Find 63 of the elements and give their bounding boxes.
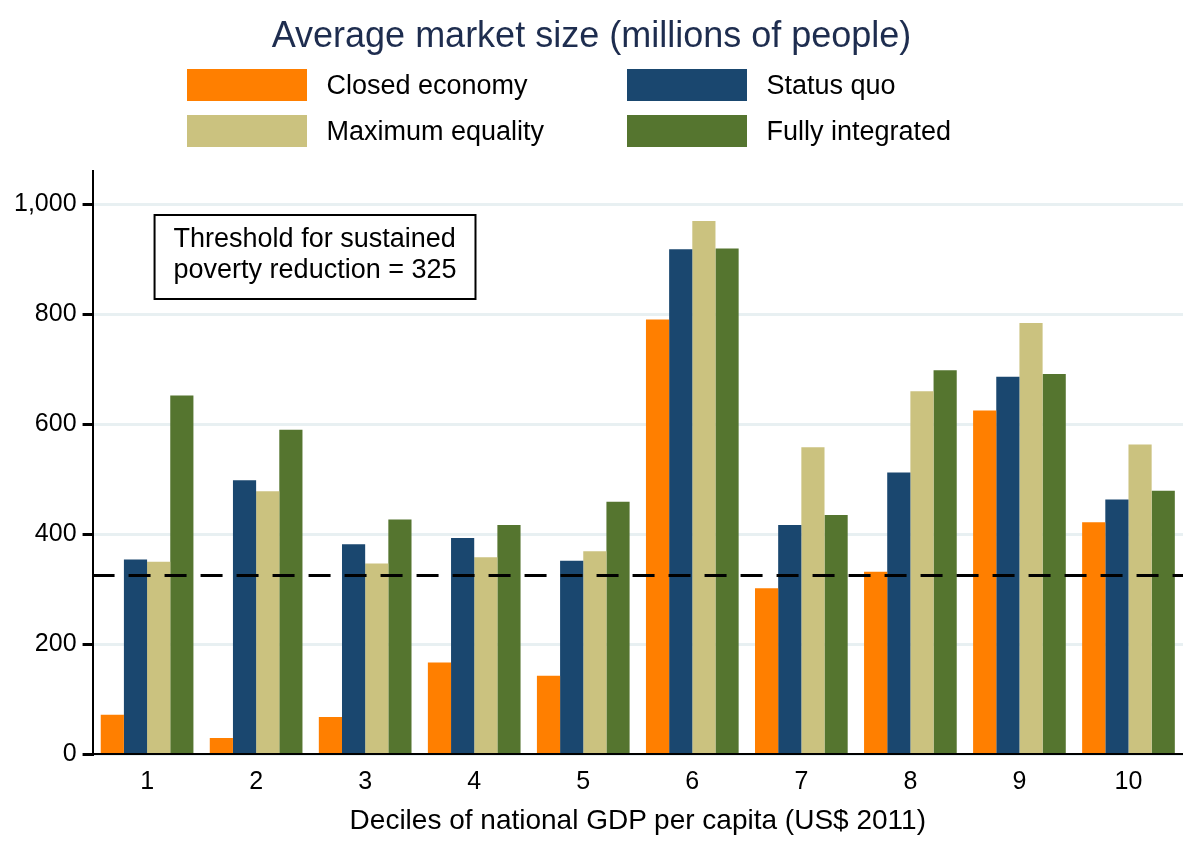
bar bbox=[824, 514, 848, 753]
bar bbox=[692, 221, 716, 753]
bar bbox=[1151, 490, 1175, 753]
bar bbox=[715, 248, 739, 753]
y-tick-label: 1,000 bbox=[14, 187, 77, 216]
bar bbox=[388, 519, 412, 753]
x-tick-label: 5 bbox=[576, 766, 591, 795]
bar bbox=[536, 675, 561, 753]
bar bbox=[1128, 444, 1152, 753]
bar bbox=[996, 376, 1020, 753]
bar bbox=[645, 319, 670, 753]
x-tick-label: 2 bbox=[249, 766, 264, 795]
bar bbox=[801, 447, 825, 753]
bar bbox=[933, 370, 957, 753]
x-tick-label: 10 bbox=[1114, 766, 1143, 795]
x-tick-label: 3 bbox=[358, 766, 373, 795]
bar bbox=[279, 429, 303, 753]
x-tick-label: 6 bbox=[685, 766, 700, 795]
legend-label: Maximum equality bbox=[326, 115, 545, 147]
y-tick-label: 600 bbox=[34, 408, 77, 437]
bar bbox=[778, 524, 802, 753]
bar bbox=[232, 480, 257, 753]
annotation: Threshold for sustained poverty reduction = 325 bbox=[173, 222, 457, 284]
bar bbox=[474, 557, 498, 753]
chart-title: Average market size (millions of people) bbox=[270, 14, 913, 57]
y-tick-label: 400 bbox=[34, 518, 77, 547]
bar bbox=[887, 472, 911, 753]
x-tick-label: 1 bbox=[140, 766, 155, 795]
bar bbox=[910, 391, 934, 753]
bar bbox=[100, 714, 124, 753]
x-tick-label: 8 bbox=[903, 766, 918, 795]
bar bbox=[497, 524, 521, 753]
bar bbox=[583, 551, 607, 753]
legend-label: Status quo bbox=[766, 69, 896, 101]
y-tick-label: 0 bbox=[62, 738, 77, 767]
y-tick-label: 200 bbox=[34, 628, 77, 657]
bar bbox=[1105, 499, 1129, 753]
bar bbox=[318, 716, 342, 753]
bar bbox=[1019, 322, 1043, 753]
bar bbox=[123, 559, 148, 753]
bar bbox=[147, 561, 171, 753]
bar bbox=[209, 737, 233, 753]
x-tick-label: 7 bbox=[794, 766, 809, 795]
bar bbox=[170, 395, 194, 753]
bar bbox=[560, 560, 584, 753]
bar bbox=[606, 501, 630, 753]
legend-label: Fully integrated bbox=[766, 115, 952, 147]
legend-label: Closed economy bbox=[326, 69, 528, 101]
bar bbox=[365, 563, 389, 753]
bar bbox=[973, 410, 997, 753]
bar bbox=[342, 544, 366, 753]
bar bbox=[864, 571, 888, 753]
x-axis-title: Deciles of national GDP per capita (US$ 2011) bbox=[349, 803, 926, 835]
bar bbox=[755, 588, 779, 753]
bar bbox=[669, 249, 693, 753]
bar bbox=[1082, 522, 1106, 753]
y-tick-label: 800 bbox=[34, 297, 77, 326]
bar bbox=[427, 662, 452, 753]
bar bbox=[451, 538, 475, 753]
bar bbox=[1042, 374, 1066, 753]
x-tick-label: 9 bbox=[1012, 766, 1027, 795]
x-tick-label: 4 bbox=[467, 766, 482, 795]
bar bbox=[256, 491, 280, 753]
